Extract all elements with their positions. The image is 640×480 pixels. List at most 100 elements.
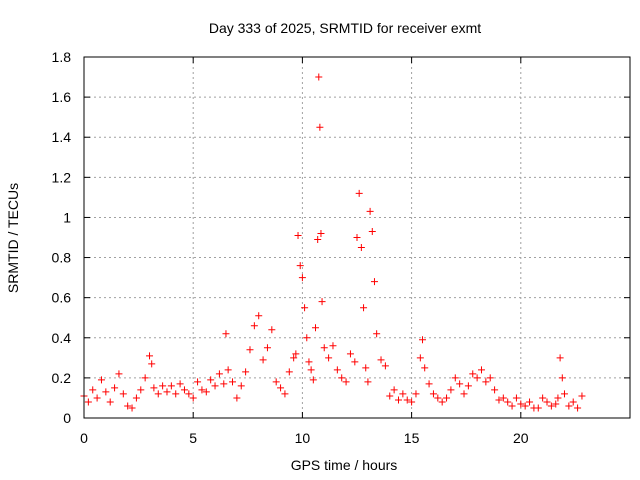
data-point xyxy=(167,382,175,390)
data-point xyxy=(303,334,311,342)
data-point xyxy=(292,350,300,358)
data-point xyxy=(351,358,359,366)
data-point xyxy=(320,344,328,352)
data-point xyxy=(399,390,407,398)
data-point xyxy=(556,354,564,362)
data-point xyxy=(360,304,368,312)
y-tick-label: 0.2 xyxy=(52,370,72,386)
data-point xyxy=(491,386,499,394)
data-point xyxy=(194,378,202,386)
data-point xyxy=(526,398,534,406)
x-tick-label: 20 xyxy=(513,430,529,446)
data-point xyxy=(429,390,437,398)
data-point xyxy=(408,398,416,406)
data-point xyxy=(150,384,158,392)
data-point xyxy=(309,376,317,384)
data-point xyxy=(558,374,566,382)
data-point xyxy=(578,392,586,400)
data-point xyxy=(296,262,304,270)
tick-label-layer: 0 0.2 0.4 0.6 0.8 1 1.2 1.4 1.6 1.8 0 5 10 15 20 xyxy=(52,49,529,446)
data-point xyxy=(180,386,188,394)
data-point xyxy=(128,404,136,412)
data-point xyxy=(451,374,459,382)
data-point xyxy=(543,398,551,406)
data-point xyxy=(381,362,389,370)
data-point xyxy=(438,398,446,406)
data-point xyxy=(456,380,464,388)
data-point xyxy=(315,73,323,81)
data-point xyxy=(119,390,127,398)
data-point xyxy=(141,374,149,382)
data-point xyxy=(447,386,455,394)
y-tick-label: 1 xyxy=(63,209,71,225)
data-point xyxy=(290,354,298,362)
data-point xyxy=(189,394,197,402)
data-point xyxy=(495,396,503,404)
data-point xyxy=(421,364,429,372)
data-point xyxy=(198,386,206,394)
data-point xyxy=(301,304,309,312)
data-point xyxy=(552,400,560,408)
data-point xyxy=(318,298,326,306)
x-tick-label: 0 xyxy=(80,430,88,446)
data-point xyxy=(362,364,370,372)
data-point xyxy=(425,380,433,388)
data-point xyxy=(148,360,156,368)
data-point xyxy=(277,384,285,392)
data-point xyxy=(443,394,451,402)
data-point xyxy=(469,370,477,378)
data-point xyxy=(434,394,442,402)
data-point xyxy=(473,374,481,382)
data-point xyxy=(124,402,132,410)
data-point xyxy=(416,354,424,362)
data-point xyxy=(233,394,241,402)
data-point xyxy=(146,352,154,360)
grid-layer xyxy=(84,57,630,418)
data-point xyxy=(242,368,250,376)
data-point xyxy=(560,390,568,398)
data-point xyxy=(259,356,267,364)
data-point xyxy=(512,394,520,402)
data-point xyxy=(329,342,337,350)
data-point xyxy=(132,394,140,402)
data-point xyxy=(390,386,398,394)
data-point xyxy=(307,366,315,374)
data-point xyxy=(185,390,193,398)
data-point xyxy=(172,390,180,398)
data-point xyxy=(281,390,289,398)
data-point xyxy=(159,382,167,390)
data-point xyxy=(255,312,263,320)
data-point xyxy=(222,330,230,338)
y-tick-label: 0.8 xyxy=(52,250,72,266)
data-point xyxy=(547,402,555,410)
data-point xyxy=(419,336,427,344)
y-tick-label: 1.4 xyxy=(52,129,72,145)
data-point xyxy=(154,390,162,398)
data-point xyxy=(377,356,385,364)
data-point xyxy=(207,376,215,384)
data-point xyxy=(353,234,361,241)
data-point xyxy=(317,229,325,237)
data-point xyxy=(84,398,92,406)
data-point xyxy=(137,386,145,394)
data-point xyxy=(460,390,468,398)
data-point xyxy=(508,402,516,410)
data-point xyxy=(370,278,378,286)
data-point xyxy=(338,374,346,382)
data-point xyxy=(163,388,171,396)
data-point xyxy=(534,404,542,412)
data-point xyxy=(272,378,280,386)
data-point xyxy=(202,388,210,396)
y-axis-title: SRMTID / TECUs xyxy=(5,183,21,293)
data-point xyxy=(115,370,123,378)
data-point xyxy=(224,366,232,374)
y-tick-label: 1.6 xyxy=(52,89,72,105)
y-tick-label: 1.2 xyxy=(52,169,72,185)
data-point xyxy=(569,398,577,406)
data-point xyxy=(312,324,320,332)
data-point xyxy=(342,378,350,386)
data-point xyxy=(403,396,411,404)
data-point xyxy=(357,244,365,252)
y-tick-label: 1.8 xyxy=(52,49,72,65)
data-point xyxy=(314,236,322,244)
